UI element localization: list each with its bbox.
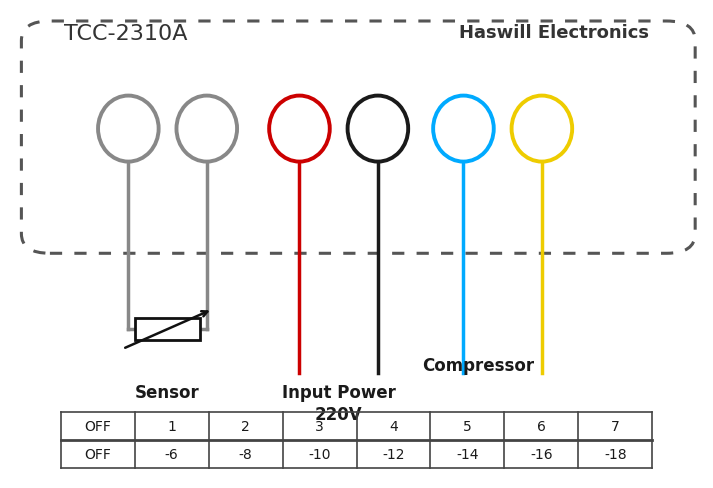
Text: OFF: OFF [84,447,111,462]
Bar [135,319,200,341]
Text: Sensor: Sensor [135,383,200,401]
Text: Haswill Electronics: Haswill Electronics [459,24,649,42]
Text: -14: -14 [456,447,478,462]
Text: -16: -16 [530,447,553,462]
Text: -8: -8 [239,447,252,462]
Text: 1: 1 [167,419,176,433]
Text: 4: 4 [389,419,398,433]
Text: 6: 6 [537,419,546,433]
Text: TCC-2310A: TCC-2310A [64,24,188,44]
Text: -10: -10 [308,447,331,462]
Text: 5: 5 [463,419,472,433]
Text: Compressor: Compressor [421,356,534,374]
Text: -18: -18 [604,447,627,462]
Text: 3: 3 [315,419,324,433]
Text: 7: 7 [611,419,620,433]
Text: -12: -12 [382,447,405,462]
Text: -6: -6 [165,447,178,462]
Text: 2: 2 [241,419,250,433]
Text: Input Power
220V: Input Power 220V [282,383,396,423]
FancyBboxPatch shape [21,22,695,254]
Text: OFF: OFF [84,419,111,433]
